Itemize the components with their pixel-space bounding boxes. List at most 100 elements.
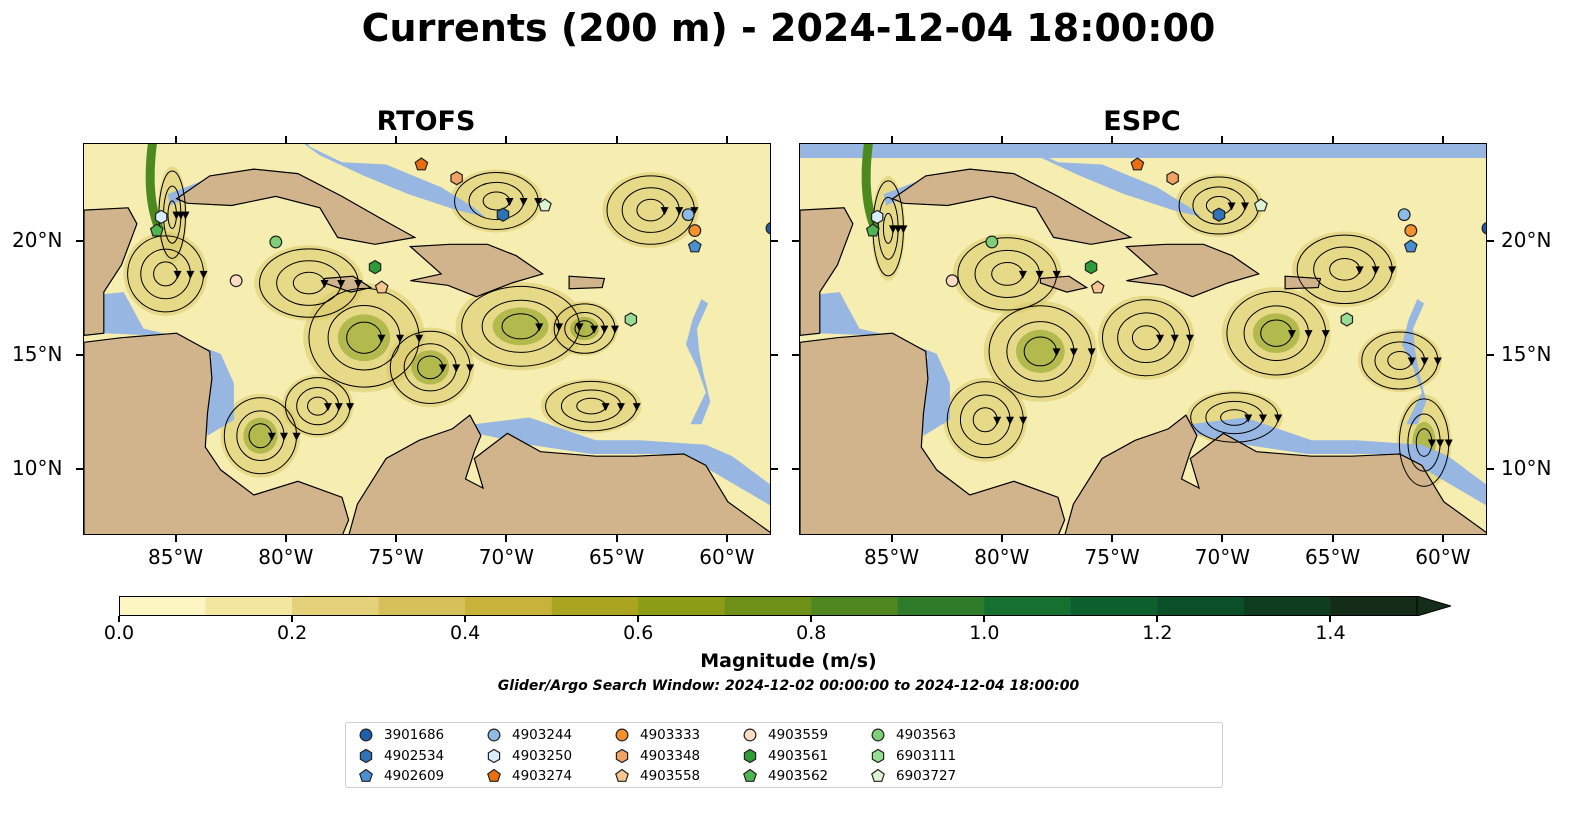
- hexagon-marker-icon: [871, 748, 885, 763]
- circle-marker-icon: [487, 728, 501, 742]
- rtofs-flow-arrow: [415, 334, 424, 343]
- circle-marker-icon: [615, 728, 629, 742]
- rtofs-float-6903727: [537, 198, 552, 212]
- rtofs-float-4903244: [681, 208, 695, 222]
- rtofs-flow-arrow: [199, 270, 208, 279]
- legend-item-4903559: 4903559: [742, 727, 828, 743]
- rtofs-eddy-zone: [540, 378, 642, 434]
- legend-marker-3901686: [359, 728, 373, 742]
- lat-tick-mark: [76, 353, 83, 356]
- espc-flow-arrow: [1156, 334, 1165, 343]
- lon-tick-mark: [1331, 535, 1334, 542]
- colorbar-tick-mark: [810, 616, 813, 622]
- espc-float-4903244: [1397, 208, 1411, 222]
- espc-eddy-zone: [871, 175, 906, 281]
- lat-tick-label: 15°N: [1501, 341, 1552, 366]
- espc-flow-arrow: [1304, 330, 1313, 339]
- lon-tick-mark: [505, 136, 508, 143]
- rtofs-eddy-zone: [282, 374, 354, 438]
- colorbar-segment: [1330, 596, 1418, 616]
- legend-marker-4903562: [743, 768, 757, 782]
- circle-marker-icon: [871, 728, 885, 742]
- lat-tick-mark: [1487, 353, 1494, 356]
- rtofs-flow-arrow: [555, 323, 564, 332]
- espc-flow-arrow: [1444, 439, 1453, 448]
- rtofs-eddy-zone: [450, 169, 543, 233]
- legend-marker-4903333: [615, 728, 629, 742]
- espc-land-hispaniola: [1124, 243, 1261, 298]
- rtofs-flow-arrow: [660, 207, 669, 216]
- colorbar-segment: [292, 596, 380, 616]
- espc-flow-arrow: [1420, 357, 1429, 366]
- colorbar-tick-mark: [1329, 616, 1332, 622]
- pentagon-marker-icon: [487, 768, 501, 782]
- lon-tick-label: 60°W: [1415, 545, 1471, 569]
- lon-tick-mark: [284, 136, 287, 143]
- rtofs-float-4903561: [368, 259, 382, 275]
- rtofs-flow-arrow: [320, 280, 329, 289]
- espc-yucatan-current: [861, 144, 880, 233]
- lon-tick-mark: [1111, 136, 1114, 143]
- rtofs-eddy-core: [492, 307, 549, 346]
- rtofs-eddy-core: [411, 350, 450, 385]
- rtofs-flow-arrow: [675, 207, 684, 216]
- lat-tick-label: 20°N: [1501, 228, 1552, 252]
- search-window-note: Glider/Argo Search Window: 2024-12-02 00…: [497, 678, 1080, 694]
- hexagon-marker-icon: [743, 748, 757, 763]
- rtofs-flow-arrow: [535, 323, 544, 332]
- espc-float-6903111: [1340, 312, 1354, 327]
- espc-float-4903558: [1090, 280, 1105, 294]
- rtofs-eddy-core: [337, 314, 391, 362]
- espc-flow-arrow: [1019, 416, 1028, 425]
- rtofs-land-yucatan: [84, 207, 138, 337]
- espc-land-puertorico: [1284, 275, 1322, 290]
- espc-shelf-lesser: [1402, 299, 1427, 425]
- lon-tick-mark: [395, 535, 398, 542]
- lon-tick-mark: [395, 136, 398, 143]
- rtofs-flow-arrow: [292, 432, 301, 441]
- espc-flow-arrow: [1227, 202, 1236, 211]
- espc-eddy-zone: [1357, 329, 1442, 393]
- espc-flow-arrow: [1355, 266, 1364, 275]
- rtofs-land-southamerica: [348, 414, 770, 534]
- legend-label: 4903563: [896, 727, 957, 743]
- espc-map[interactable]: [799, 143, 1487, 535]
- espc-flow-arrow: [1052, 348, 1061, 357]
- legend-item-4903562: 4903562: [742, 768, 828, 784]
- rtofs-map[interactable]: [83, 143, 771, 535]
- lon-tick-mark: [615, 535, 618, 542]
- colorbar-segment: [551, 596, 639, 616]
- lat-tick-mark: [771, 467, 778, 470]
- espc-flow-arrow: [1018, 270, 1027, 279]
- rtofs-flow-arrow: [505, 197, 514, 206]
- lon-tick-label: 70°W: [1194, 545, 1250, 569]
- float-legend: 3901686 4902534 4902609 4903244 4903250 49032…: [345, 722, 1223, 788]
- legend-marker-4903244: [487, 728, 501, 742]
- lon-tick-label: 80°W: [974, 545, 1030, 569]
- hexagon-marker-icon: [487, 748, 501, 763]
- espc-shelf-belize: [817, 292, 950, 436]
- rtofs-flow-arrow: [267, 432, 276, 441]
- espc-flow-arrow: [1258, 414, 1267, 423]
- colorbar-segment: [811, 596, 899, 616]
- pentagon-marker-icon: [871, 768, 885, 782]
- lat-tick-mark: [76, 467, 83, 470]
- espc-float-4903559: [945, 274, 959, 288]
- rtofs-flow-arrow: [466, 364, 475, 373]
- lon-tick-mark: [284, 535, 287, 542]
- espc-shelf-bahamas: [1020, 144, 1202, 217]
- colorbar-segment: [1157, 596, 1245, 616]
- pentagon-marker-icon: [359, 768, 373, 782]
- lon-tick-label: 65°W: [589, 545, 645, 569]
- lon-tick-label: 75°W: [368, 545, 424, 569]
- lat-tick-label: 20°N: [12, 228, 63, 252]
- circle-marker-icon: [359, 728, 373, 742]
- espc-flow-arrow: [1244, 414, 1253, 423]
- espc-flow-arrow: [1371, 266, 1380, 275]
- rtofs-float-4903333: [688, 224, 702, 238]
- legend-marker-6903727: [871, 768, 885, 782]
- rtofs-float-4903558: [374, 280, 389, 294]
- espc-eddy-zone: [952, 234, 1062, 314]
- legend-marker-4903559: [743, 728, 757, 742]
- rtofs-float-4903559: [229, 274, 243, 288]
